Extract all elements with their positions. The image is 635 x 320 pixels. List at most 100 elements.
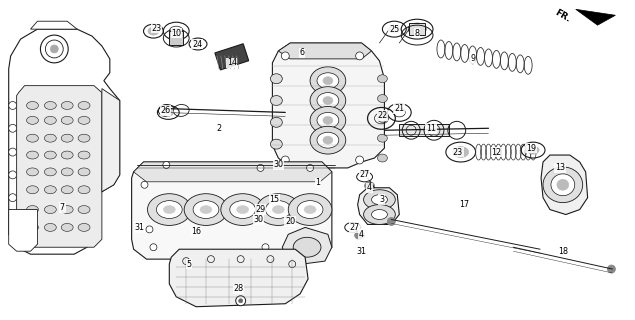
- Ellipse shape: [527, 146, 539, 154]
- Text: 31: 31: [135, 223, 145, 232]
- Ellipse shape: [230, 201, 255, 219]
- Ellipse shape: [193, 201, 219, 219]
- Ellipse shape: [389, 25, 400, 33]
- Text: 6: 6: [300, 48, 305, 57]
- Ellipse shape: [61, 186, 73, 194]
- Ellipse shape: [310, 87, 345, 114]
- Text: 16: 16: [191, 227, 201, 236]
- Ellipse shape: [184, 194, 228, 225]
- Circle shape: [9, 101, 17, 109]
- Ellipse shape: [27, 186, 39, 194]
- Ellipse shape: [61, 134, 73, 142]
- Ellipse shape: [371, 195, 387, 204]
- Ellipse shape: [27, 206, 39, 213]
- Ellipse shape: [78, 101, 90, 109]
- Ellipse shape: [355, 231, 364, 239]
- Ellipse shape: [44, 168, 57, 176]
- Ellipse shape: [377, 154, 387, 162]
- Ellipse shape: [377, 75, 387, 83]
- Polygon shape: [272, 43, 384, 168]
- Text: 28: 28: [234, 284, 244, 293]
- Circle shape: [307, 164, 314, 172]
- Ellipse shape: [44, 116, 57, 124]
- Text: 17: 17: [458, 200, 469, 209]
- Polygon shape: [576, 9, 615, 25]
- Polygon shape: [102, 89, 120, 192]
- Ellipse shape: [453, 147, 469, 157]
- Ellipse shape: [163, 108, 173, 116]
- Text: 7: 7: [60, 203, 65, 212]
- Polygon shape: [131, 162, 332, 259]
- Text: 4: 4: [367, 183, 372, 192]
- Ellipse shape: [78, 151, 90, 159]
- Ellipse shape: [27, 101, 39, 109]
- Text: 4: 4: [359, 230, 364, 239]
- Ellipse shape: [271, 74, 283, 84]
- Ellipse shape: [44, 134, 57, 142]
- Ellipse shape: [163, 206, 175, 213]
- Polygon shape: [278, 43, 371, 59]
- Ellipse shape: [156, 201, 182, 219]
- Ellipse shape: [323, 136, 333, 144]
- Polygon shape: [133, 162, 332, 182]
- Circle shape: [356, 156, 364, 164]
- Circle shape: [9, 194, 17, 202]
- Circle shape: [257, 164, 264, 172]
- Ellipse shape: [27, 134, 39, 142]
- Ellipse shape: [371, 210, 387, 220]
- Ellipse shape: [173, 104, 189, 116]
- Ellipse shape: [44, 223, 57, 231]
- Ellipse shape: [364, 204, 396, 224]
- Text: 30: 30: [253, 215, 264, 224]
- Ellipse shape: [323, 77, 333, 85]
- Circle shape: [150, 244, 157, 251]
- Text: 30: 30: [273, 160, 283, 170]
- Text: 21: 21: [394, 104, 404, 113]
- Circle shape: [281, 156, 290, 164]
- Text: 31: 31: [357, 247, 366, 256]
- Ellipse shape: [78, 168, 90, 176]
- Text: 29: 29: [255, 205, 265, 214]
- Text: 27: 27: [359, 170, 370, 180]
- Ellipse shape: [317, 92, 339, 108]
- Circle shape: [141, 181, 148, 188]
- Ellipse shape: [297, 201, 323, 219]
- Text: 11: 11: [426, 124, 436, 133]
- Text: 14: 14: [227, 58, 237, 67]
- Ellipse shape: [27, 151, 39, 159]
- Text: 19: 19: [526, 144, 536, 153]
- Circle shape: [387, 218, 396, 225]
- Circle shape: [50, 45, 58, 53]
- Text: 9: 9: [470, 54, 475, 63]
- Text: 23: 23: [151, 24, 161, 33]
- Circle shape: [239, 299, 243, 303]
- Ellipse shape: [61, 151, 73, 159]
- Ellipse shape: [271, 96, 283, 106]
- Polygon shape: [9, 29, 120, 254]
- Circle shape: [356, 52, 364, 60]
- Ellipse shape: [551, 174, 575, 196]
- Ellipse shape: [557, 179, 569, 190]
- Circle shape: [314, 238, 321, 245]
- Ellipse shape: [265, 201, 291, 219]
- Ellipse shape: [543, 167, 583, 203]
- Circle shape: [281, 52, 290, 60]
- Text: 3: 3: [379, 195, 384, 204]
- Ellipse shape: [61, 168, 73, 176]
- Text: 10: 10: [171, 28, 181, 38]
- Ellipse shape: [78, 186, 90, 194]
- Text: 22: 22: [377, 111, 387, 120]
- Ellipse shape: [78, 134, 90, 142]
- Ellipse shape: [27, 116, 39, 124]
- Circle shape: [9, 171, 17, 179]
- Ellipse shape: [27, 223, 39, 231]
- Text: FR.: FR.: [553, 8, 572, 24]
- Text: 12: 12: [491, 148, 502, 156]
- Ellipse shape: [271, 117, 283, 127]
- Ellipse shape: [272, 206, 284, 213]
- Bar: [399, 124, 449, 136]
- Text: 25: 25: [389, 25, 399, 34]
- Polygon shape: [541, 155, 587, 214]
- Bar: [409, 23, 425, 35]
- Circle shape: [608, 265, 615, 273]
